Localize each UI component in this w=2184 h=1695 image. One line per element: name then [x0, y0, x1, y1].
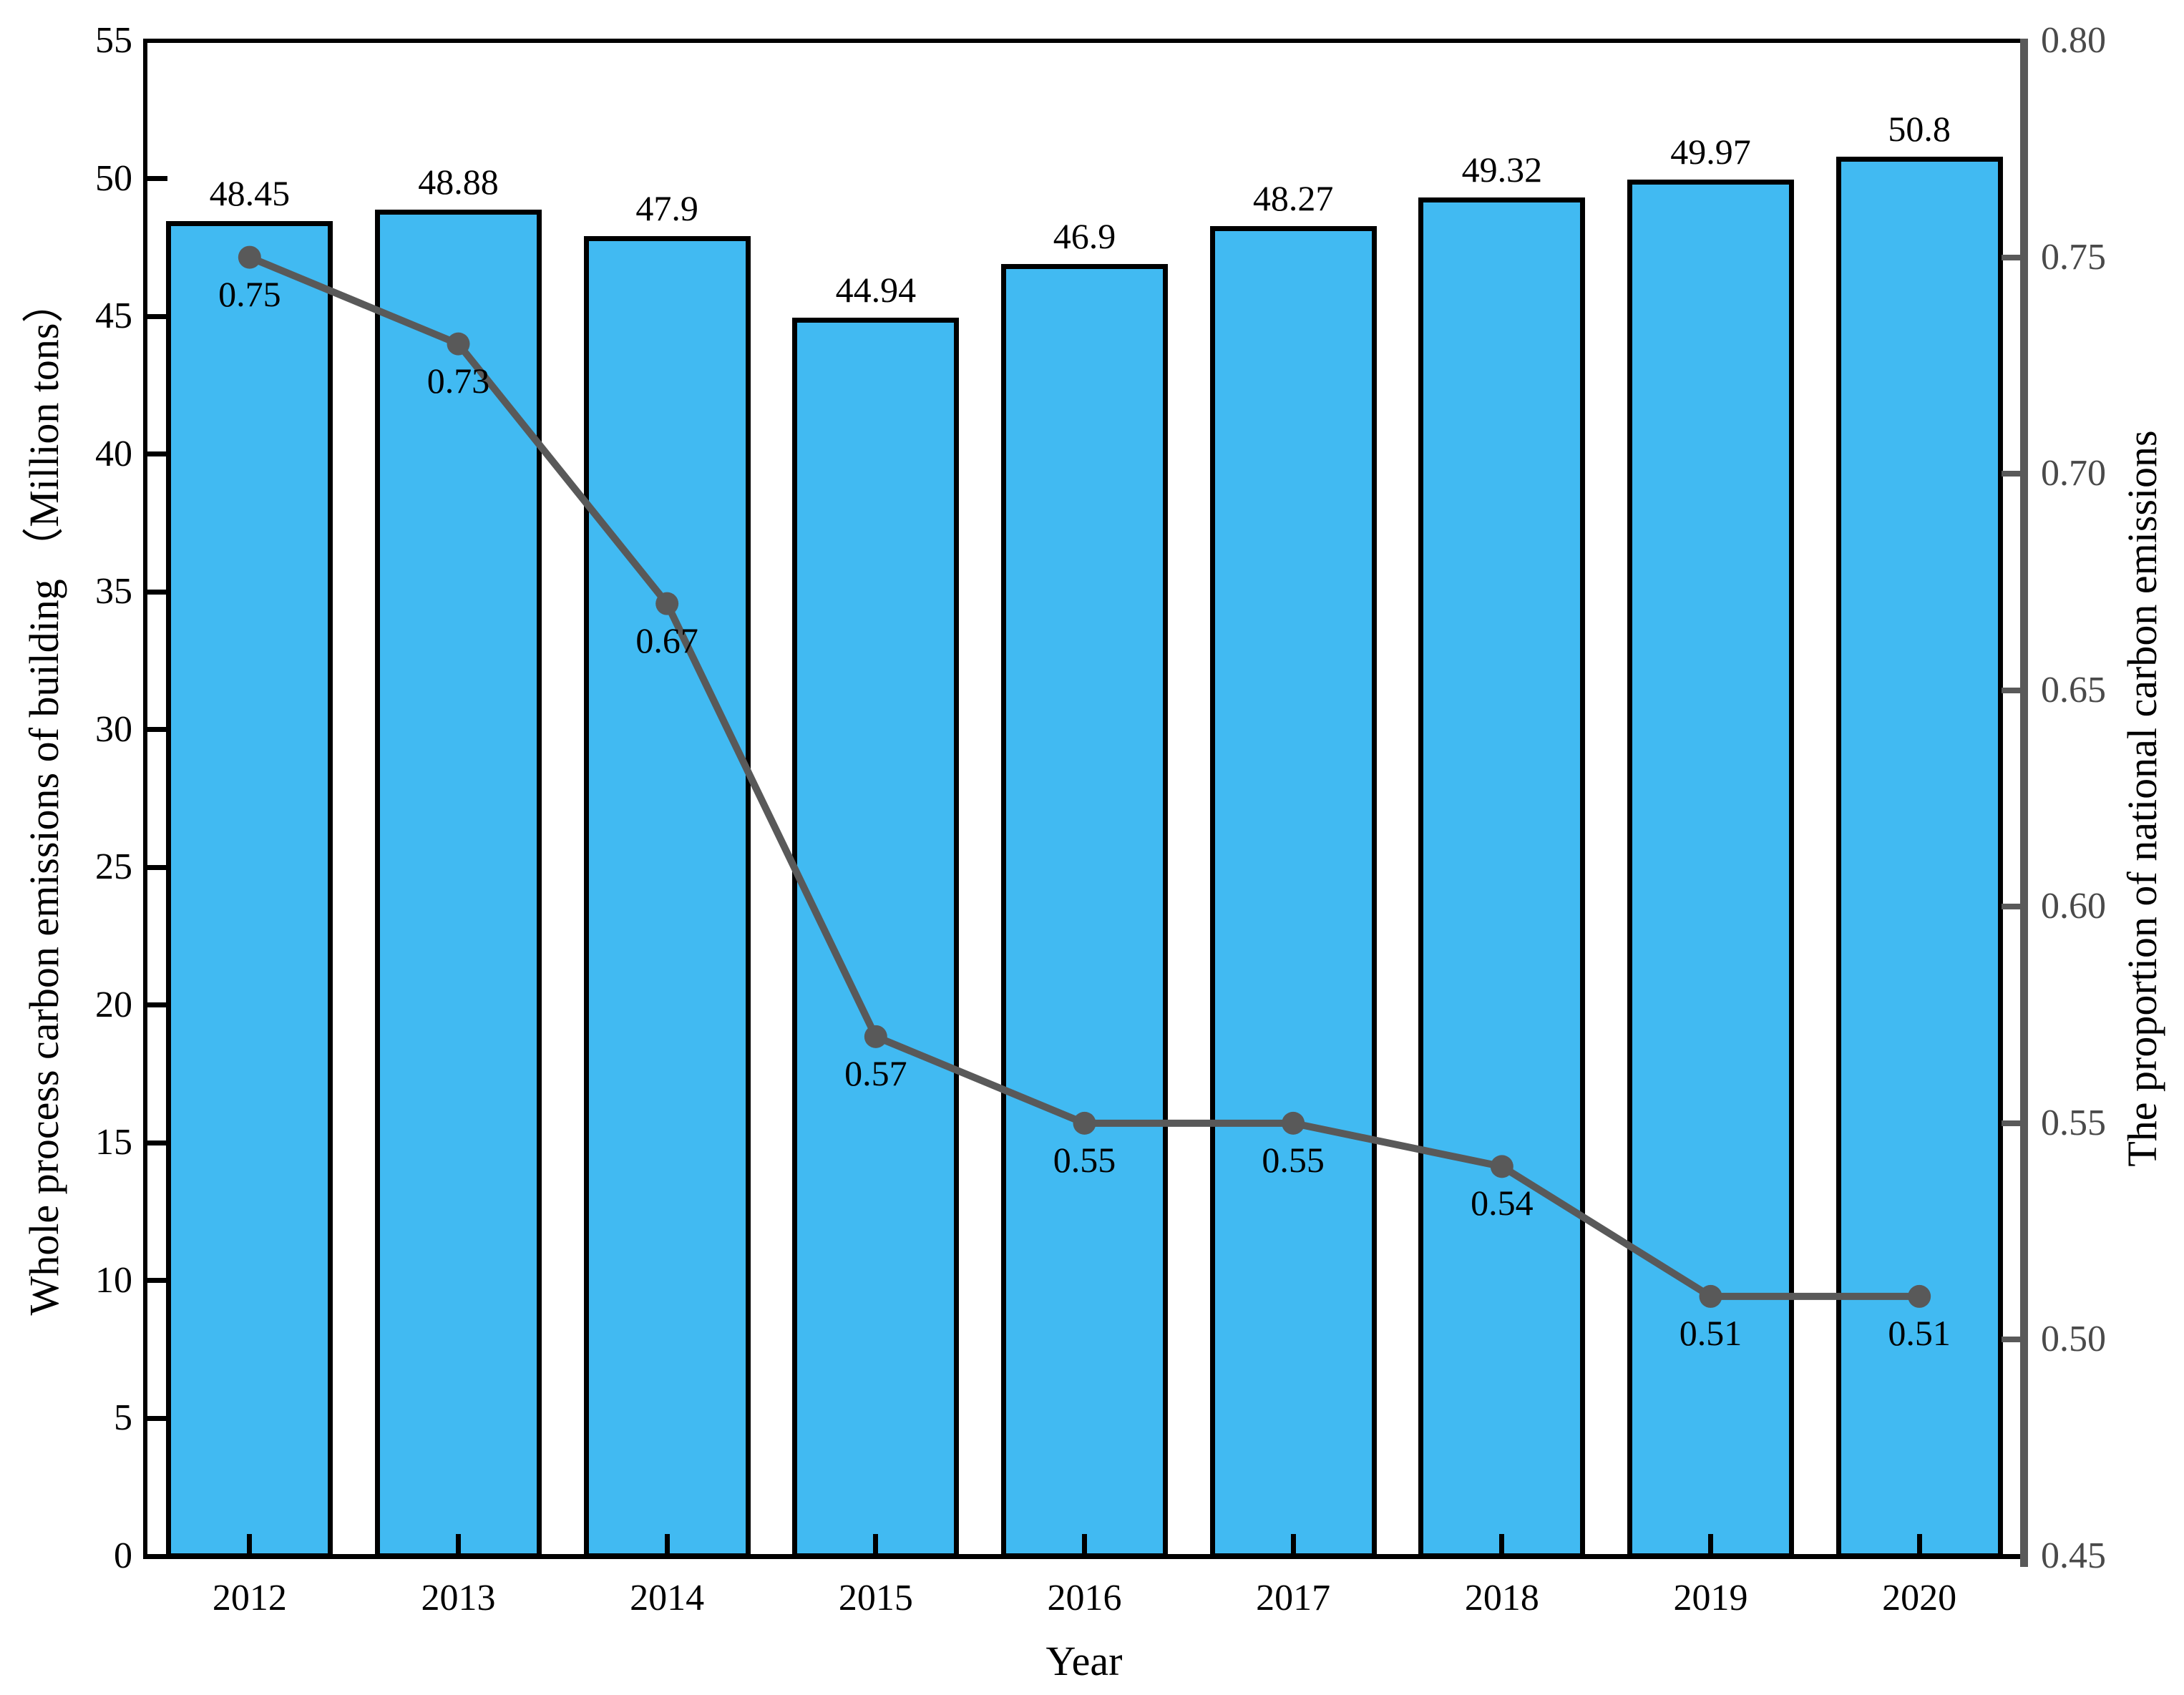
point-value-label: 0.75 [218, 273, 281, 314]
right-tick [2002, 471, 2020, 477]
bar [375, 209, 542, 1558]
right-tick-label: 0.55 [2041, 1102, 2106, 1143]
right-tick-label: 0.70 [2041, 453, 2106, 494]
x-tick-label: 2017 [1256, 1578, 1331, 1618]
left-tick [147, 1140, 167, 1146]
left-tick [147, 1415, 167, 1421]
x-tick-label: 2016 [1047, 1578, 1122, 1618]
right-tick-label: 0.75 [2041, 236, 2106, 278]
left-tick [147, 1278, 167, 1284]
bar-value-label: 44.94 [835, 270, 917, 311]
left-tick-label: 10 [95, 1259, 132, 1301]
x-tick-label: 2014 [630, 1578, 705, 1618]
x-tick [664, 1534, 670, 1554]
right-tick-label: 0.65 [2041, 669, 2106, 710]
right-tick-label: 0.50 [2041, 1319, 2106, 1360]
point-value-label: 0.73 [426, 360, 490, 401]
left-tick [147, 451, 167, 457]
point-value-label: 0.51 [1888, 1312, 1951, 1353]
x-tick-label: 2012 [212, 1578, 287, 1618]
left-tick [147, 864, 167, 870]
bar-value-label: 47.9 [635, 188, 698, 229]
left-tick-label: 40 [95, 433, 132, 474]
left-axis-title: Whole process carbon emissions of buildi… [21, 281, 67, 1316]
bar-value-label: 50.8 [1888, 108, 1951, 149]
x-tick [1290, 1534, 1296, 1554]
bar [792, 318, 960, 1558]
bar-value-label: 46.9 [1053, 215, 1116, 256]
right-tick-label: 0.80 [2041, 20, 2106, 61]
left-tick-label: 5 [114, 1397, 132, 1439]
point-value-label: 0.55 [1262, 1139, 1325, 1180]
x-tick-label: 2019 [1673, 1578, 1748, 1618]
left-tick-label: 30 [95, 708, 132, 750]
x-tick [247, 1534, 253, 1554]
bar [583, 236, 751, 1558]
bar [166, 221, 333, 1558]
bar-value-label: 48.88 [418, 161, 499, 202]
left-tick [147, 589, 167, 595]
x-tick [873, 1534, 879, 1554]
right-tick-label: 0.45 [2041, 1535, 2106, 1576]
right-axis-spine [2020, 39, 2028, 1567]
left-tick-label: 55 [95, 20, 132, 61]
x-tick-label: 2020 [1882, 1578, 1957, 1618]
left-tick-label: 20 [95, 984, 132, 1025]
right-tick-label: 0.60 [2041, 886, 2106, 927]
bar-value-label: 49.97 [1670, 131, 1751, 172]
left-tick-label: 50 [95, 157, 132, 199]
right-axis-title: The proportion of national carbon emissi… [2119, 430, 2165, 1167]
x-tick [1916, 1534, 1922, 1554]
point-value-label: 0.51 [1679, 1312, 1742, 1353]
right-tick [2002, 904, 2020, 910]
right-tick [2002, 687, 2020, 693]
bar [1418, 197, 1586, 1558]
x-tick [456, 1534, 461, 1554]
right-tick [2002, 1337, 2020, 1343]
bar-value-label: 49.32 [1461, 149, 1543, 190]
right-tick [2002, 254, 2020, 260]
x-tick [1499, 1534, 1505, 1554]
right-tick [2002, 1120, 2020, 1126]
x-tick-label: 2015 [838, 1578, 913, 1618]
point-value-label: 0.57 [844, 1052, 907, 1093]
bar-value-label: 48.45 [209, 173, 291, 214]
left-tick [147, 313, 167, 319]
x-axis-title: Year [1045, 1638, 1123, 1684]
bottom-axis-spine [143, 1554, 2028, 1559]
point-value-label: 0.54 [1471, 1183, 1534, 1223]
top-axis-spine [143, 39, 2028, 43]
left-tick-label: 35 [95, 571, 132, 612]
x-tick [1082, 1534, 1087, 1554]
left-tick-label: 15 [95, 1122, 132, 1163]
left-tick-label: 25 [95, 846, 132, 888]
bar [1001, 263, 1168, 1558]
left-tick [147, 727, 167, 733]
x-tick-label: 2013 [421, 1578, 496, 1618]
bar [1209, 226, 1377, 1558]
left-tick [147, 176, 167, 182]
left-tick-label: 0 [114, 1535, 132, 1576]
point-value-label: 0.67 [635, 620, 698, 660]
x-tick-label: 2018 [1464, 1578, 1539, 1618]
x-tick [1708, 1534, 1713, 1554]
point-value-label: 0.55 [1053, 1139, 1116, 1180]
left-tick-label: 45 [95, 295, 132, 337]
left-tick [147, 1002, 167, 1008]
bar-value-label: 48.27 [1252, 178, 1334, 219]
left-axis-spine [143, 39, 147, 1558]
